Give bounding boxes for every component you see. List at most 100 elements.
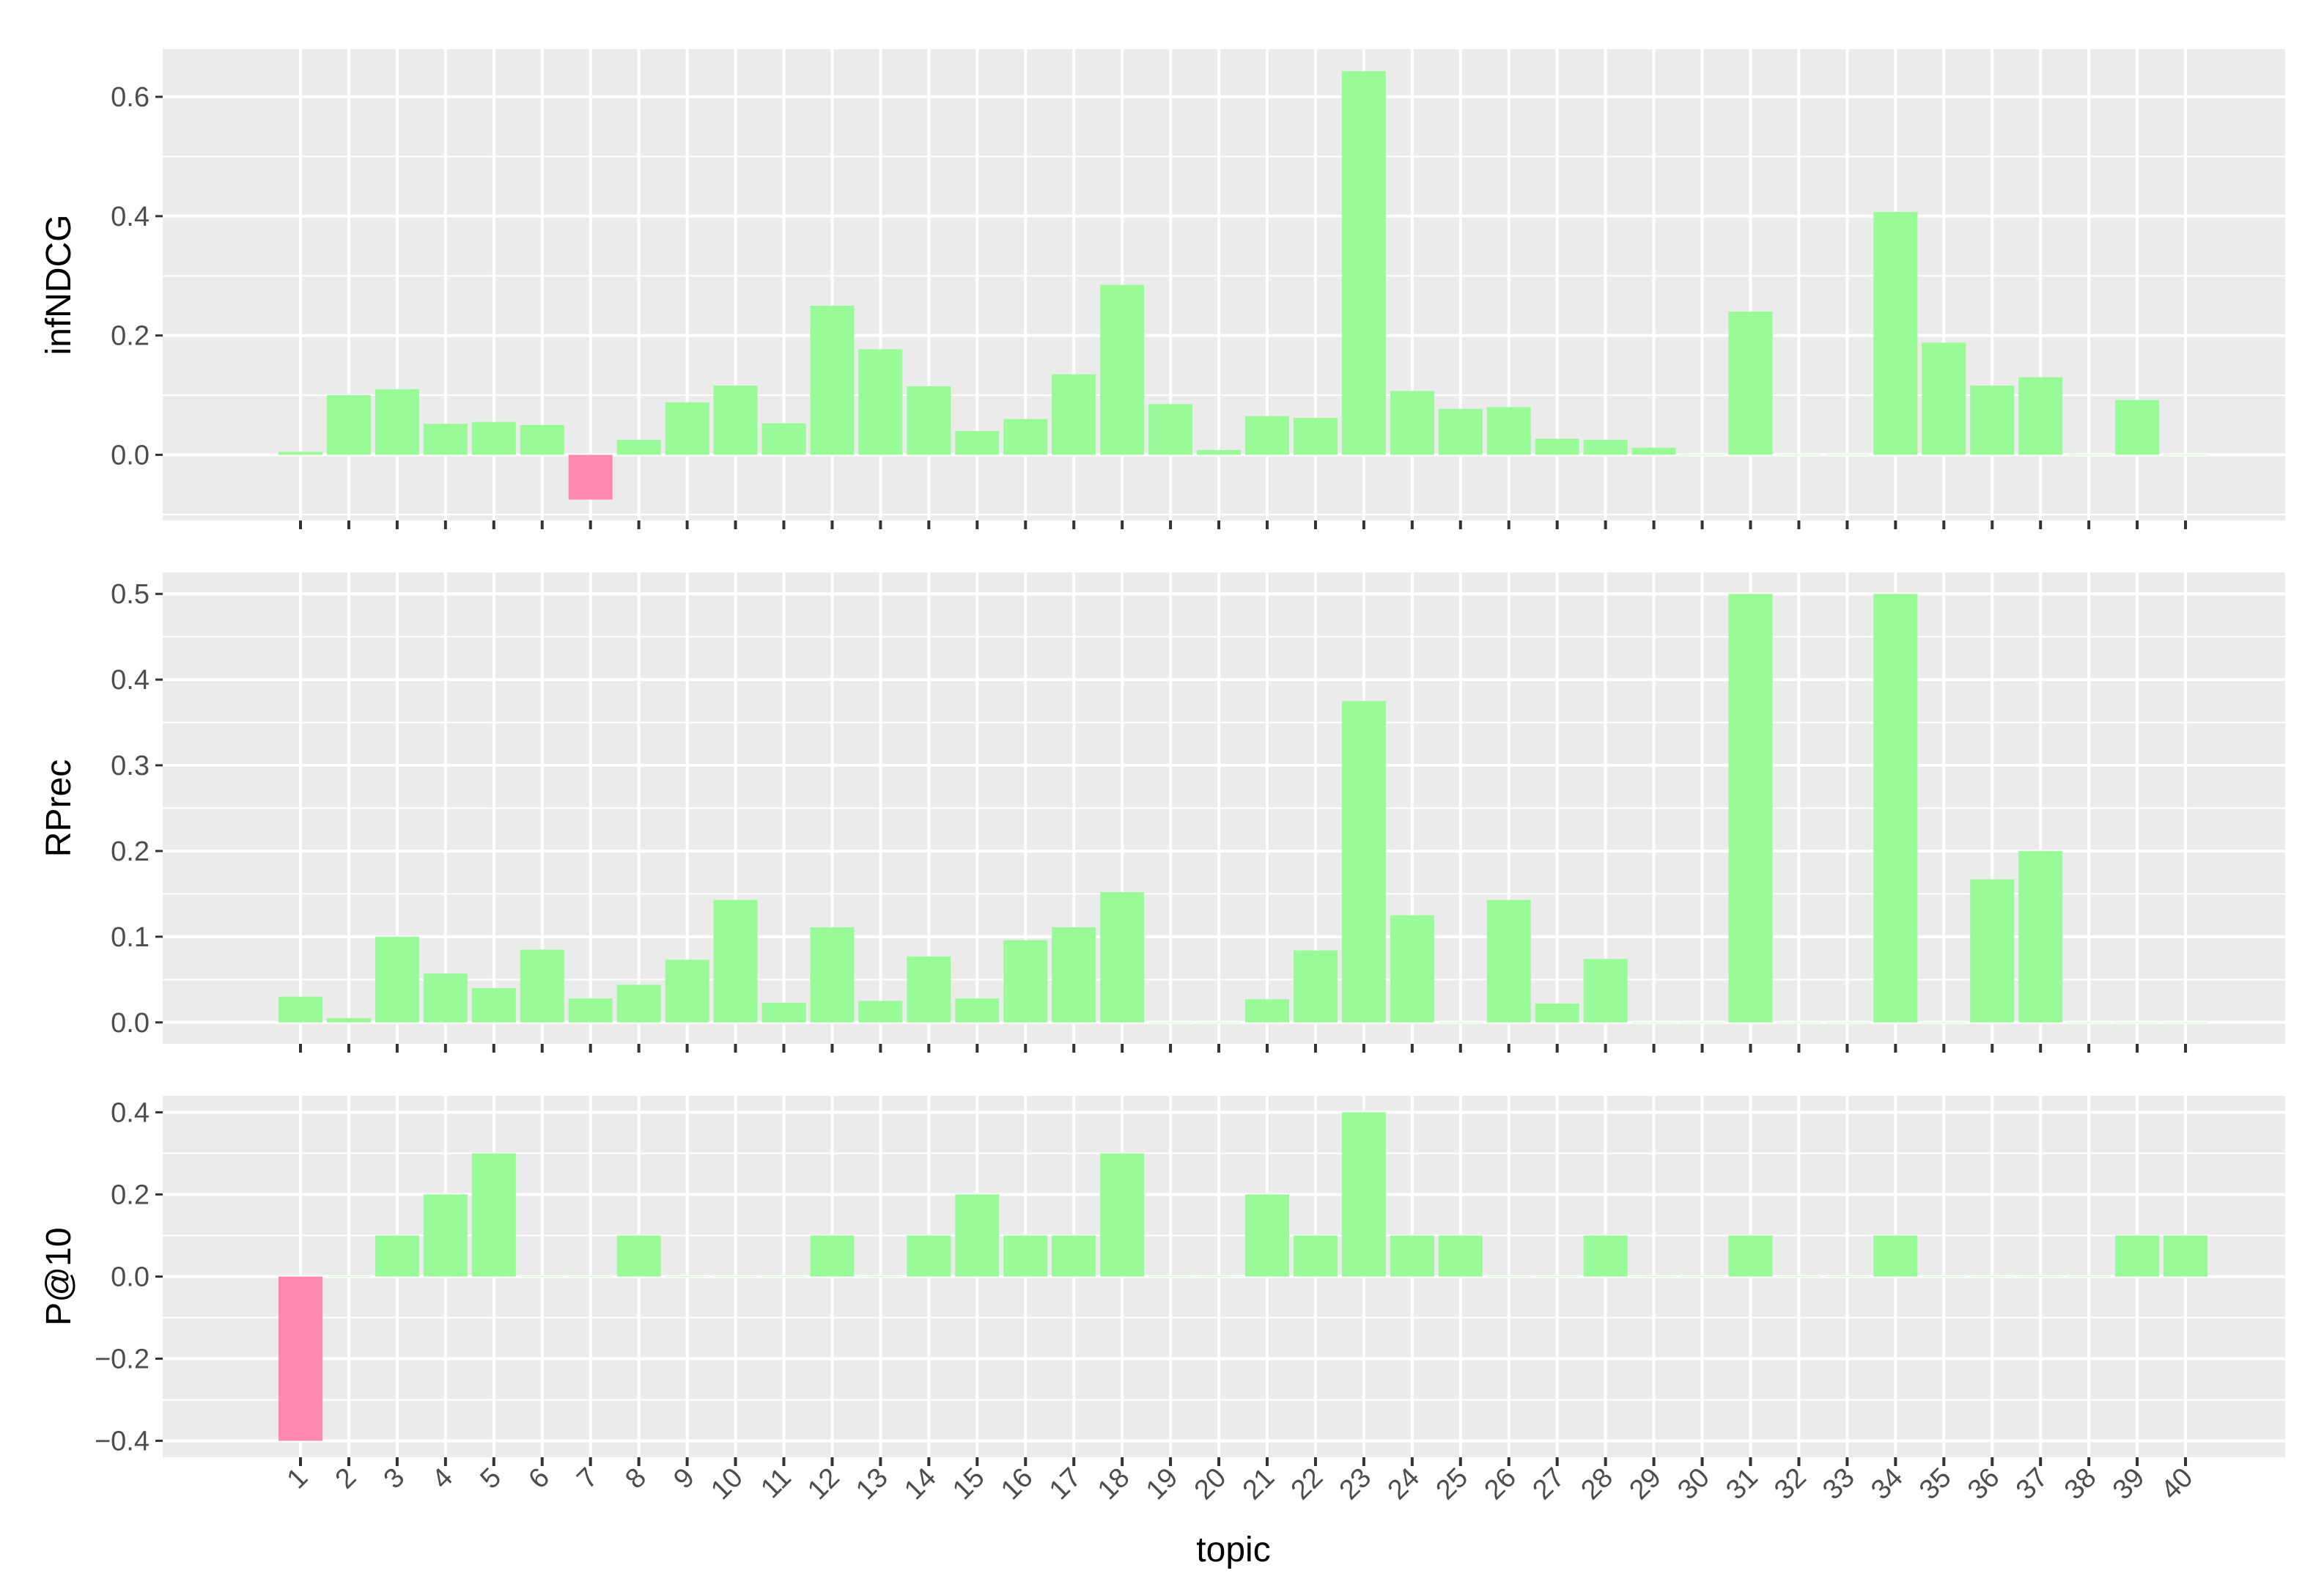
bar-12 — [810, 927, 855, 1023]
bar-5 — [471, 421, 516, 455]
y-axis-title-3: P@10 — [40, 1227, 78, 1325]
bar-15 — [955, 1194, 1000, 1277]
x-axis-title: topic — [1196, 1531, 1270, 1569]
bar-18 — [1100, 284, 1145, 455]
y-tick-label: 0.2 — [111, 321, 150, 352]
bar-35 — [1922, 1276, 1966, 1277]
bar-14 — [907, 386, 951, 455]
bar-1 — [278, 1276, 322, 1441]
bar-3 — [375, 1235, 419, 1277]
bar-21 — [1245, 1194, 1289, 1277]
bar-31 — [1728, 312, 1773, 455]
bar-10 — [713, 386, 758, 455]
bar-27 — [1535, 1004, 1579, 1023]
y-tick-label: 0.5 — [111, 579, 150, 610]
y-tick-label: 0.2 — [111, 1179, 150, 1210]
bar-3 — [375, 389, 419, 455]
bar-24 — [1390, 1235, 1434, 1277]
bar-12 — [810, 305, 855, 455]
bar-32 — [1777, 454, 1821, 455]
bar-28 — [1583, 1235, 1628, 1277]
bar-1 — [278, 452, 322, 455]
bar-8 — [616, 440, 661, 455]
bar-16 — [1003, 940, 1048, 1023]
bar-2 — [326, 1276, 371, 1277]
bar-27 — [1535, 438, 1579, 455]
bar-33 — [1825, 454, 1870, 455]
y-tick-label: 0.0 — [111, 1262, 150, 1293]
bar-7 — [568, 998, 613, 1023]
bar-15 — [955, 430, 1000, 455]
bar-39 — [2115, 1235, 2160, 1277]
y-tick-label: 0.3 — [111, 751, 150, 781]
panel-2: 0.0 0.1 0.2 0.3 0.4 0.5 RPrec — [40, 572, 2285, 1053]
bar-4 — [423, 973, 468, 1023]
bar-22 — [1293, 1235, 1338, 1277]
bar-40 — [2163, 454, 2208, 455]
bar-8 — [616, 984, 661, 1023]
bar-34 — [1873, 212, 1918, 455]
y-tick-label: 0.4 — [111, 1097, 150, 1128]
bar-26 — [1486, 407, 1531, 455]
panels-layer: 0.0 0.2 0.4 0.6 infNDCG 0.0 0.1 0.2 0.3 0.4 0.5 RPr… — [40, 49, 2285, 1506]
panel-1: 0.0 0.2 0.4 0.6 infNDCG — [40, 49, 2285, 529]
bar-37 — [2018, 377, 2063, 455]
bar-38 — [2067, 454, 2111, 455]
bar-23 — [1341, 701, 1386, 1023]
bar-17 — [1052, 927, 1096, 1023]
y-tick-label: 0.4 — [111, 202, 150, 232]
bar-34 — [1873, 1235, 1918, 1277]
bar-34 — [1873, 594, 1918, 1023]
bar-19 — [1148, 404, 1193, 455]
bar-11 — [761, 1002, 806, 1023]
bar-22 — [1293, 950, 1338, 1023]
bar-2 — [326, 395, 371, 455]
bar-9 — [665, 960, 709, 1023]
bar-23 — [1341, 1112, 1386, 1277]
bar-24 — [1390, 391, 1434, 455]
bar-5 — [471, 988, 516, 1023]
bar-36 — [1970, 1276, 2015, 1277]
bar-18 — [1100, 1153, 1145, 1277]
bar-31 — [1728, 1235, 1773, 1277]
y-tick-label: 0.2 — [111, 836, 150, 867]
bar-17 — [1052, 374, 1096, 455]
bar-5 — [471, 1153, 516, 1277]
bar-13 — [858, 349, 903, 455]
y-tick-label: 0.4 — [111, 665, 150, 696]
bar-16 — [1003, 1235, 1048, 1277]
bar-30 — [1680, 454, 1724, 455]
bar-29 — [1631, 447, 1676, 455]
y-tick-label: −0.2 — [95, 1344, 150, 1375]
bar-2 — [326, 1017, 371, 1023]
bar-40 — [2163, 1235, 2208, 1277]
bar-33 — [1825, 1276, 1870, 1277]
bar-14 — [907, 956, 951, 1023]
bar-25 — [1438, 408, 1483, 455]
y-axis-title-1: infNDCG — [40, 214, 78, 355]
bar-25 — [1438, 1235, 1483, 1277]
y-tick-label: 0.0 — [111, 1008, 150, 1039]
bar-27 — [1535, 1276, 1579, 1277]
bar-30 — [1680, 1276, 1724, 1277]
bar-36 — [1970, 879, 2015, 1023]
bar-37 — [2018, 1276, 2063, 1277]
bar-6 — [520, 1276, 564, 1277]
bar-14 — [907, 1235, 951, 1277]
bar-6 — [520, 424, 564, 455]
bar-3 — [375, 936, 419, 1023]
bar-31 — [1728, 594, 1773, 1023]
bar-39 — [2115, 399, 2160, 455]
bar-9 — [665, 402, 709, 455]
bar-10 — [713, 899, 758, 1023]
bar-1 — [278, 996, 322, 1023]
bar-32 — [1777, 1276, 1821, 1277]
bar-4 — [423, 1194, 468, 1277]
y-tick-label: 0.1 — [111, 922, 150, 953]
bar-28 — [1583, 959, 1628, 1023]
bar-7 — [568, 1276, 613, 1277]
bar-26 — [1486, 899, 1531, 1023]
bar-21 — [1245, 999, 1289, 1023]
bar-21 — [1245, 416, 1289, 455]
